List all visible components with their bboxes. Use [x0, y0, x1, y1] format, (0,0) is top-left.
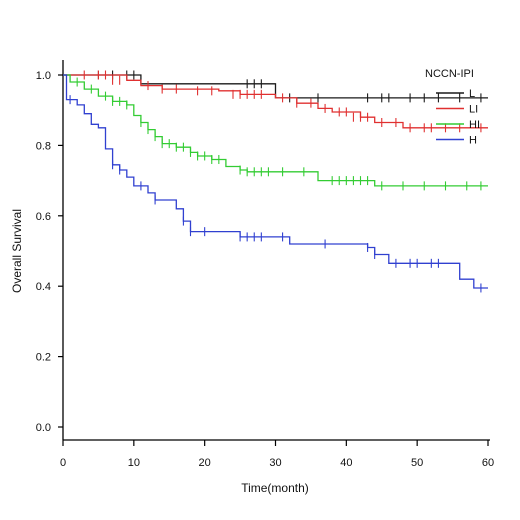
survival-curve-l [63, 74, 488, 99]
series-li [63, 70, 488, 133]
legend-item-hi: HI [436, 119, 480, 131]
legend-item-li: LI [436, 104, 478, 116]
y-tick-label: 0.4 [36, 281, 51, 293]
y-axis-label: Overall Survival [10, 209, 24, 293]
series-layer [63, 70, 488, 293]
axes: 0.0 0.2 0.4 0.6 0.8 1.0 0 10 20 30 40 50 60 [36, 60, 494, 469]
x-tick-label: 10 [128, 457, 140, 469]
legend-title: NCCN-IPI [425, 68, 474, 80]
x-tick-label: 40 [340, 457, 352, 469]
legend-label: LI [469, 104, 478, 116]
y-tick-label: 0.2 [36, 352, 51, 364]
legend: NCCN-IPI L LI HI H [425, 68, 480, 147]
y-tick-label: 0.0 [36, 422, 51, 434]
x-axis-label: Time(month) [241, 481, 309, 495]
legend-label: H [469, 135, 477, 147]
series-hi [63, 74, 488, 191]
y-tick-label: 1.0 [36, 70, 51, 82]
y-tick-label: 0.8 [36, 140, 51, 152]
y-tick-label: 0.6 [36, 211, 51, 223]
x-tick-label: 20 [199, 457, 211, 469]
survival-curve-li [63, 74, 488, 129]
legend-item-l: L [436, 88, 475, 100]
legend-item-h: H [436, 135, 477, 147]
legend-label: HI [469, 119, 480, 131]
x-tick-label: 60 [482, 457, 494, 469]
x-tick-label: 30 [269, 457, 281, 469]
legend-label: L [469, 88, 475, 100]
x-tick-label: 50 [411, 457, 423, 469]
x-tick-label: 0 [60, 457, 66, 469]
series-h [63, 74, 488, 293]
